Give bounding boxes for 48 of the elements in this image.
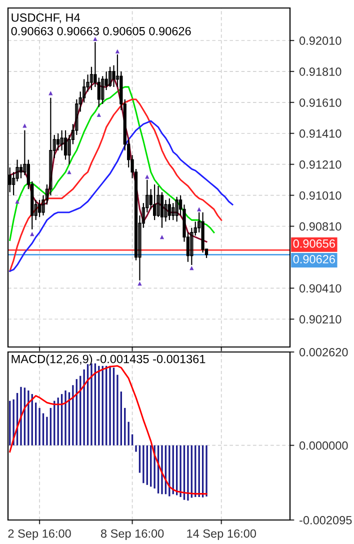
- x-tick-label: 14 Sep 16:00: [187, 529, 256, 540]
- y-tick-label: 0.91810: [299, 68, 342, 76]
- point: [93, 36, 98, 42]
- candlestick: [156, 185, 160, 218]
- point: [30, 232, 34, 236]
- point: [160, 235, 164, 240]
- point: [115, 49, 120, 54]
- y-tick-label: 0.91410: [299, 129, 342, 138]
- candlestick: [90, 66, 94, 91]
- y-tick-label: 0.000000: [299, 441, 348, 450]
- line-series: [9, 365, 208, 495]
- line-series: [9, 98, 222, 272]
- point: [138, 281, 142, 286]
- candlestick: [190, 227, 194, 266]
- candlestick: [152, 184, 156, 221]
- point: [145, 174, 150, 179]
- text: 0.90663 0.90663 0.90605 0.90626: [11, 26, 191, 36]
- y-tick-label: -0.002095: [300, 516, 352, 524]
- point: [48, 91, 53, 96]
- y-tick-label: 0.91210: [299, 160, 342, 169]
- line-series: [9, 120, 234, 272]
- point: [22, 124, 27, 128]
- y-tick-label: 0.91610: [299, 98, 342, 107]
- x-tick-label: 8 Sep 16:00: [100, 529, 164, 540]
- y-tick-label: 0.90210: [299, 315, 342, 324]
- point: [15, 199, 20, 204]
- chart-title: USDCHF, H4: [12, 13, 80, 24]
- point: [67, 170, 72, 174]
- point: [197, 207, 202, 212]
- candlestick: [175, 196, 178, 222]
- candlestick: [164, 199, 168, 222]
- ref-line-label: 0.90656: [293, 239, 335, 248]
- candlestick: [64, 130, 68, 160]
- x-tick-label: 2 Sep 16:00: [8, 529, 71, 540]
- point: [190, 266, 194, 270]
- chart-title: MACD(12,26,9) -0.001435 -0.001361: [12, 354, 206, 366]
- candlestick: [101, 76, 104, 105]
- y-tick-label: 0.91010: [299, 191, 342, 200]
- candlestick: [38, 199, 42, 218]
- y-tick-label: 0.002620: [299, 348, 348, 356]
- ref-line-label: 0.90626: [293, 255, 335, 264]
- point: [96, 112, 101, 117]
- candlestick: [108, 66, 112, 88]
- y-tick-label: 0.92010: [299, 36, 342, 45]
- candlestick: [172, 202, 175, 221]
- y-tick-label: 0.90810: [299, 222, 342, 231]
- candlestick: [168, 198, 171, 221]
- y-tick-label: 0.90410: [299, 284, 342, 293]
